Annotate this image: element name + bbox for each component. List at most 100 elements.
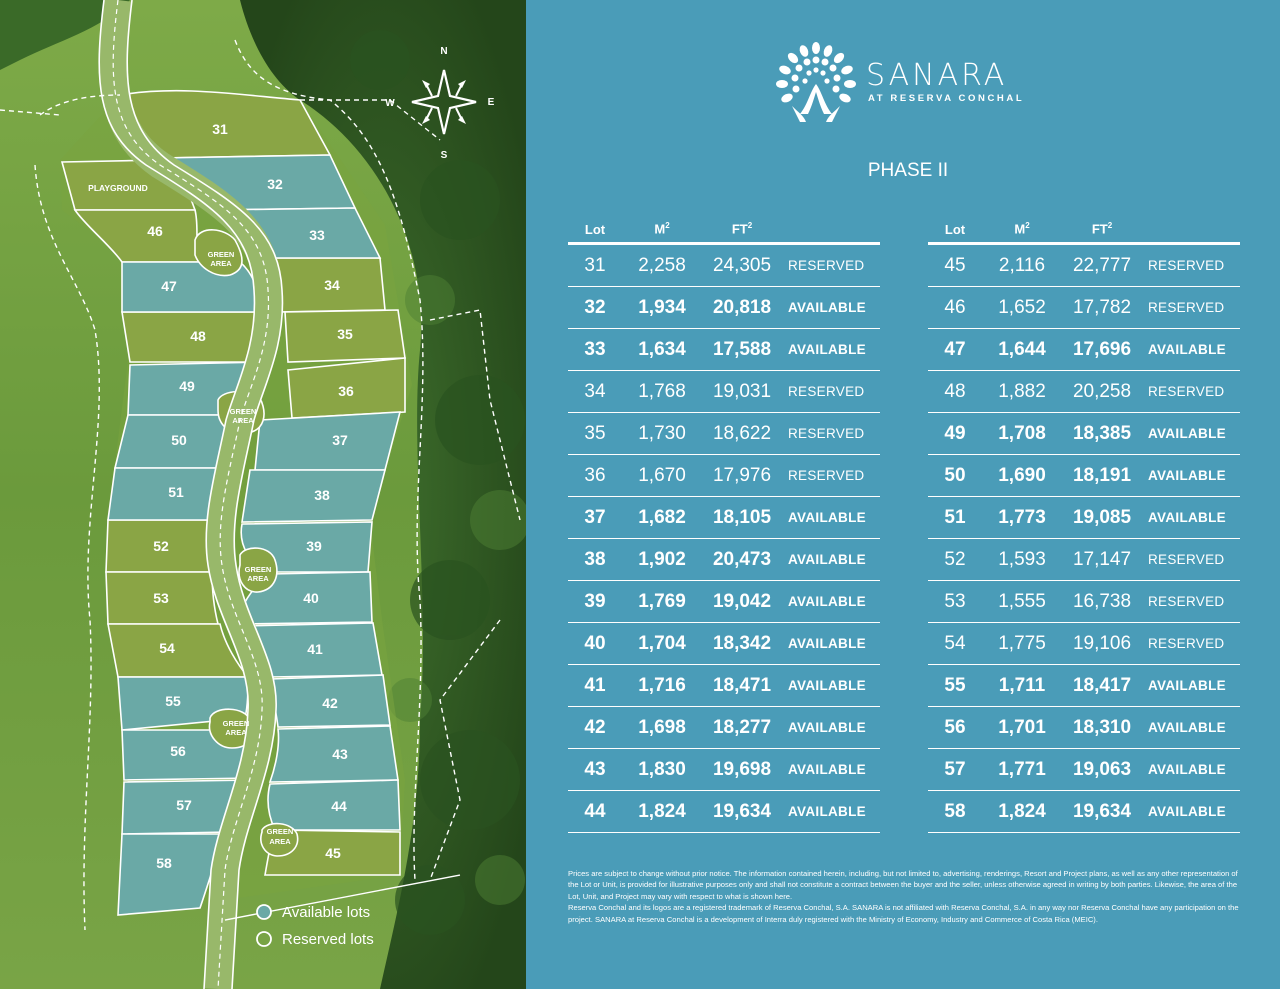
cell-lot: 45 — [928, 243, 982, 287]
cell-m2: 1,682 — [622, 496, 702, 539]
cell-m2: 1,882 — [982, 370, 1062, 413]
cell-ft2: 17,696 — [1062, 328, 1142, 371]
table-row: 41 1,716 18,471 AVAILABLE — [568, 664, 880, 707]
cell-m2: 1,730 — [622, 412, 702, 455]
cell-ft2: 18,191 — [1062, 454, 1142, 497]
cell-ft2: 19,085 — [1062, 496, 1142, 539]
column-header-ft2: FT2 — [702, 216, 782, 245]
lot-label: 48 — [190, 328, 206, 344]
table-row: 46 1,652 17,782 RESERVED — [928, 286, 1240, 329]
cell-lot: 57 — [928, 748, 982, 791]
cell-m2: 1,934 — [622, 286, 702, 329]
cell-status: AVAILABLE — [1142, 412, 1240, 455]
table-row: 48 1,882 20,258 RESERVED — [928, 370, 1240, 413]
cell-lot: 54 — [928, 622, 982, 665]
playground-label: PLAYGROUND — [88, 183, 148, 193]
green-area-label: AREA — [225, 728, 247, 737]
forest-top-left — [0, 0, 130, 70]
cell-status: RESERVED — [1142, 622, 1240, 665]
lot-label: 34 — [324, 277, 340, 293]
cell-status: RESERVED — [782, 454, 880, 497]
green-area-label: AREA — [247, 574, 269, 583]
cell-lot: 47 — [928, 328, 982, 371]
column-header-lot: Lot — [928, 216, 982, 245]
cell-m2: 2,258 — [622, 243, 702, 287]
available-legend-label: Available lots — [282, 904, 370, 921]
cell-status: AVAILABLE — [782, 538, 880, 581]
cell-ft2: 20,473 — [702, 538, 782, 581]
cell-m2: 1,634 — [622, 328, 702, 371]
lot-label: 44 — [331, 798, 347, 814]
phase-title: PHASE II — [867, 160, 949, 181]
disclaimer-paragraph: Reserva Conchal and its logos are a regi… — [568, 903, 1239, 924]
cell-ft2: 22,777 — [1062, 243, 1142, 287]
green-area-label: GREEN — [208, 250, 235, 259]
cell-ft2: 19,042 — [702, 580, 782, 623]
cell-ft2: 18,342 — [702, 622, 782, 665]
cell-lot: 53 — [928, 580, 982, 623]
cell-ft2: 20,258 — [1062, 370, 1142, 413]
cell-lot: 40 — [568, 622, 622, 665]
table-row: 33 1,634 17,588 AVAILABLE — [568, 328, 880, 371]
cell-ft2: 17,976 — [702, 454, 782, 497]
cell-lot: 36 — [568, 454, 622, 497]
cell-m2: 1,701 — [982, 706, 1062, 749]
table-row: 31 2,258 24,305 RESERVED — [568, 243, 880, 287]
cell-lot: 42 — [568, 706, 622, 749]
cell-status: AVAILABLE — [782, 790, 880, 833]
table-row: 42 1,698 18,277 AVAILABLE — [568, 706, 880, 749]
cell-m2: 1,698 — [622, 706, 702, 749]
table-row: 47 1,644 17,696 AVAILABLE — [928, 328, 1240, 371]
cell-ft2: 17,588 — [702, 328, 782, 371]
table-row: 45 2,116 22,777 RESERVED — [928, 243, 1240, 287]
cell-lot: 44 — [568, 790, 622, 833]
cell-ft2: 19,106 — [1062, 622, 1142, 665]
cell-m2: 1,711 — [982, 664, 1062, 707]
cell-ft2: 18,310 — [1062, 706, 1142, 749]
compass-w: W — [385, 98, 395, 109]
cell-status: AVAILABLE — [1142, 790, 1240, 833]
compass-e: E — [488, 97, 495, 108]
table-row: 57 1,771 19,063 AVAILABLE — [928, 748, 1240, 791]
cell-ft2: 18,385 — [1062, 412, 1142, 455]
table-row: 55 1,711 18,417 AVAILABLE — [928, 664, 1240, 707]
lot-label: 47 — [161, 278, 177, 294]
cell-m2: 1,716 — [622, 664, 702, 707]
table-row: 53 1,555 16,738 RESERVED — [928, 580, 1240, 623]
column-header-m2: M2 — [982, 216, 1062, 245]
table-row: 40 1,704 18,342 AVAILABLE — [568, 622, 880, 665]
cell-lot: 50 — [928, 454, 982, 497]
sanara-logo-icon — [776, 42, 856, 122]
cell-lot: 38 — [568, 538, 622, 581]
cell-ft2: 18,105 — [702, 496, 782, 539]
reserved-legend-label: Reserved lots — [282, 931, 374, 948]
cell-m2: 1,704 — [622, 622, 702, 665]
lot-label: 37 — [332, 432, 348, 448]
lot-label: 50 — [171, 432, 187, 448]
cell-status: AVAILABLE — [782, 706, 880, 749]
lot-label: 56 — [170, 743, 186, 759]
cell-ft2: 17,782 — [1062, 286, 1142, 329]
compass-n: N — [440, 46, 447, 57]
cell-lot: 33 — [568, 328, 622, 371]
disclaimer: Prices are subject to change without pri… — [568, 868, 1244, 925]
cell-m2: 1,768 — [622, 370, 702, 413]
column-header-m2: M2 — [622, 216, 702, 245]
cell-m2: 1,644 — [982, 328, 1062, 371]
cell-m2: 1,670 — [622, 454, 702, 497]
lot-availability-panel: SANARA AT RESERVA CONCHAL PHASE II Lot M2… — [526, 0, 1280, 989]
cell-status: RESERVED — [1142, 580, 1240, 623]
lot-label: 33 — [309, 227, 325, 243]
lot-label: 57 — [176, 797, 192, 813]
cell-status: RESERVED — [1142, 370, 1240, 413]
cell-status: AVAILABLE — [1142, 454, 1240, 497]
lot-label: 42 — [322, 695, 338, 711]
table-row: 49 1,708 18,385 AVAILABLE — [928, 412, 1240, 455]
column-header-status — [782, 216, 880, 245]
cell-status: AVAILABLE — [782, 496, 880, 539]
cell-status: AVAILABLE — [782, 580, 880, 623]
table-row: 50 1,690 18,191 AVAILABLE — [928, 454, 1240, 497]
cell-status: AVAILABLE — [782, 286, 880, 329]
cell-m2: 1,690 — [982, 454, 1062, 497]
